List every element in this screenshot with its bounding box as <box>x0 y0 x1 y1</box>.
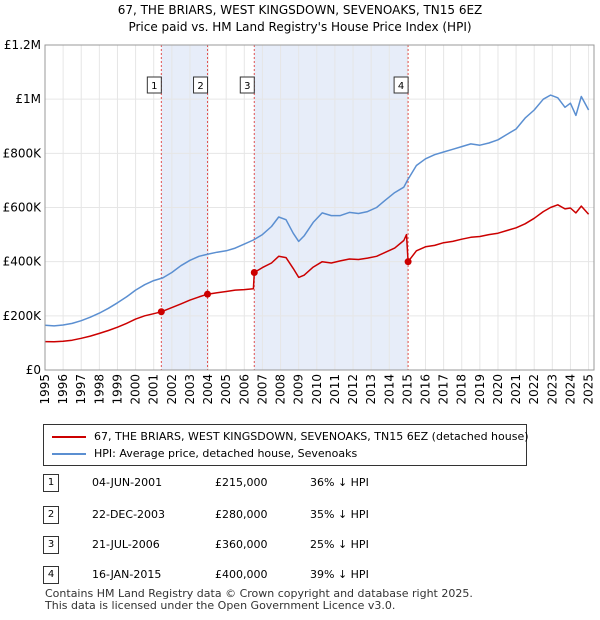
x-tick-label: 2000 <box>129 374 143 405</box>
sale-number-badge: 4 <box>43 566 59 584</box>
x-tick-label: 2010 <box>310 374 324 405</box>
x-tick-label: 2002 <box>165 374 179 405</box>
sale-price: £400,000 <box>215 568 268 581</box>
y-tick-label: £1.2M <box>4 38 41 52</box>
sale-label: 3 <box>244 81 250 92</box>
x-tick-label: 2015 <box>400 374 414 405</box>
price-chart: 67, THE BRIARS, WEST KINGSDOWN, SEVENOAK… <box>3 3 596 405</box>
sale-price: £360,000 <box>215 538 268 551</box>
sale-label: 4 <box>398 81 404 92</box>
x-tick-label: 2024 <box>563 374 577 405</box>
x-tick-label: 2012 <box>346 374 360 405</box>
table-row: 1 04-JUN-2001 £215,000 36% ↓ HPI <box>40 474 560 492</box>
sale-hpi-diff: 25% ↓ HPI <box>310 538 369 551</box>
x-tick-label: 2022 <box>527 374 541 405</box>
x-tick-label: 2005 <box>219 374 233 405</box>
sale-date: 22-DEC-2003 <box>92 508 166 521</box>
x-tick-label: 2018 <box>455 374 469 405</box>
legend-swatch-property <box>52 436 86 438</box>
table-row: 3 21-JUL-2006 £360,000 25% ↓ HPI <box>40 536 560 554</box>
footer-line-2: This data is licensed under the Open Gov… <box>45 599 396 612</box>
legend-swatch-hpi <box>52 453 86 455</box>
x-tick-label: 2019 <box>473 374 487 405</box>
x-tick-label: 2009 <box>292 374 306 405</box>
chart-title: 67, THE BRIARS, WEST KINGSDOWN, SEVENOAK… <box>118 3 483 17</box>
sale-label-box <box>393 76 409 94</box>
y-tick-label: £0 <box>26 363 41 377</box>
sale-date: 21-JUL-2006 <box>92 538 160 551</box>
x-tick-label: 2001 <box>147 374 161 405</box>
x-tick-label: 2007 <box>255 374 269 405</box>
x-tick-label: 2017 <box>437 374 451 405</box>
sale-point <box>404 258 412 266</box>
x-tick-label: 2025 <box>582 374 596 405</box>
sale-label-box <box>193 76 209 94</box>
x-tick-label: 2021 <box>509 374 523 405</box>
x-tick-label: 2020 <box>491 374 505 405</box>
y-tick-label: £800K <box>3 146 43 160</box>
series-line-property <box>44 204 590 343</box>
table-row: 2 22-DEC-2003 £280,000 35% ↓ HPI <box>40 506 560 524</box>
x-tick-label: 2011 <box>328 374 342 405</box>
sale-number-badge: 1 <box>43 474 59 492</box>
x-tick-label: 2003 <box>183 374 197 405</box>
x-tick-label: 2008 <box>274 374 288 405</box>
footer-line-1: Contains HM Land Registry data © Crown c… <box>45 587 473 600</box>
sale-point <box>250 269 258 276</box>
x-tick-label: 2023 <box>545 374 559 405</box>
sale-price: £280,000 <box>215 508 268 521</box>
sale-number-badge: 3 <box>43 536 59 554</box>
x-tick-label: 2006 <box>237 374 251 405</box>
x-tick-label: 2004 <box>201 374 215 405</box>
x-tick-label: 1998 <box>92 374 106 405</box>
y-tick-label: £400K <box>3 255 43 269</box>
x-tick-label: 2014 <box>382 374 396 405</box>
x-tick-label: 2016 <box>418 374 432 405</box>
x-tick-label: 1996 <box>56 374 70 405</box>
y-tick-label: £600K <box>3 201 43 215</box>
sale-hpi-diff: 35% ↓ HPI <box>310 508 369 521</box>
table-row: 4 16-JAN-2015 £400,000 39% ↓ HPI <box>40 566 560 584</box>
legend-label-property: 67, THE BRIARS, WEST KINGSDOWN, SEVENOAK… <box>94 430 529 443</box>
x-tick-label: 1997 <box>74 374 88 405</box>
sale-label: 2 <box>197 81 203 92</box>
sale-date: 16-JAN-2015 <box>92 568 162 581</box>
y-tick-label: £1M <box>15 92 41 106</box>
x-tick-label: 2013 <box>364 374 378 405</box>
footer-attribution: Contains HM Land Registry data © Crown c… <box>45 588 473 612</box>
sale-hpi-diff: 39% ↓ HPI <box>310 568 369 581</box>
sale-price: £215,000 <box>215 476 268 489</box>
x-tick-label: 1999 <box>110 374 124 405</box>
sale-point <box>204 290 212 298</box>
legend-label-hpi: HPI: Average price, detached house, Seve… <box>94 447 358 460</box>
plot-frame <box>44 44 595 371</box>
sale-date: 04-JUN-2001 <box>92 476 163 489</box>
sale-label-box <box>146 76 162 94</box>
y-tick-label: £200K <box>3 309 43 323</box>
sale-number-badge: 2 <box>43 506 59 524</box>
series-line-hpi <box>44 94 590 327</box>
sale-label: 1 <box>151 81 157 92</box>
chart-legend: 67, THE BRIARS, WEST KINGSDOWN, SEVENOAK… <box>43 424 529 466</box>
sale-point <box>157 308 165 316</box>
x-tick-label: 1995 <box>38 374 52 405</box>
sale-label-box <box>239 76 255 94</box>
sale-hpi-diff: 36% ↓ HPI <box>310 476 369 489</box>
chart-subtitle: Price paid vs. HM Land Registry's House … <box>128 20 471 34</box>
